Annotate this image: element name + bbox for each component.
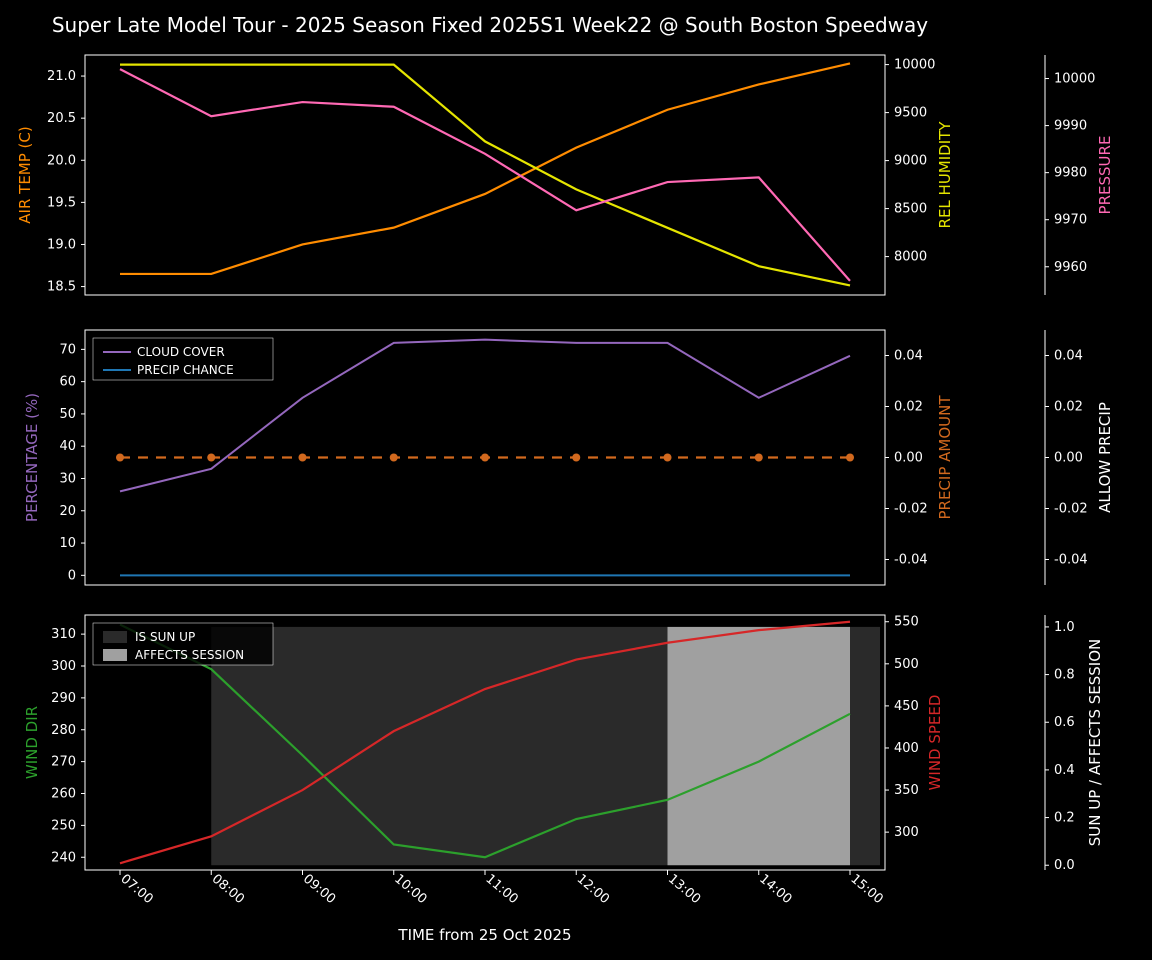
svg-text:450: 450 xyxy=(894,699,919,714)
svg-text:250: 250 xyxy=(51,818,76,833)
svg-text:50: 50 xyxy=(59,407,76,422)
svg-text:310: 310 xyxy=(51,627,76,642)
svg-text:270: 270 xyxy=(51,755,76,770)
svg-text:400: 400 xyxy=(894,741,919,756)
svg-text:19.5: 19.5 xyxy=(47,195,76,210)
svg-text:500: 500 xyxy=(894,657,919,672)
svg-text:0: 0 xyxy=(68,568,76,583)
svg-text:0.4: 0.4 xyxy=(1054,763,1075,778)
svg-text:9000: 9000 xyxy=(894,154,927,169)
svg-text:240: 240 xyxy=(51,850,76,865)
svg-text:REL HUMIDITY: REL HUMIDITY xyxy=(936,121,954,229)
svg-text:10000: 10000 xyxy=(1054,72,1095,87)
svg-text:550: 550 xyxy=(894,615,919,630)
x-tick-label: 12:00 xyxy=(574,872,612,908)
x-axis-label: TIME from 25 Oct 2025 xyxy=(397,926,571,944)
svg-text:CLOUD COVER: CLOUD COVER xyxy=(137,345,225,359)
svg-text:-0.04: -0.04 xyxy=(894,553,928,568)
svg-text:30: 30 xyxy=(59,471,76,486)
svg-text:8000: 8000 xyxy=(894,250,927,265)
svg-text:WIND DIR: WIND DIR xyxy=(23,706,41,779)
svg-text:0.8: 0.8 xyxy=(1054,668,1075,683)
svg-text:40: 40 xyxy=(59,439,76,454)
svg-text:-0.04: -0.04 xyxy=(1054,553,1088,568)
svg-text:9990: 9990 xyxy=(1054,119,1087,134)
x-tick-label: 08:00 xyxy=(209,872,247,908)
x-tick-label: 11:00 xyxy=(482,872,520,908)
svg-text:AIR TEMP (C): AIR TEMP (C) xyxy=(16,126,34,223)
svg-text:290: 290 xyxy=(51,691,76,706)
svg-text:0.00: 0.00 xyxy=(894,451,923,466)
svg-text:9980: 9980 xyxy=(1054,166,1087,181)
svg-text:18.5: 18.5 xyxy=(47,280,76,295)
svg-text:21.0: 21.0 xyxy=(47,69,76,84)
svg-text:PRECIP CHANCE: PRECIP CHANCE xyxy=(137,363,234,377)
svg-text:20.0: 20.0 xyxy=(47,153,76,168)
x-tick-label: 13:00 xyxy=(665,872,703,908)
svg-text:-0.02: -0.02 xyxy=(1054,502,1088,517)
svg-text:60: 60 xyxy=(59,375,76,390)
svg-text:1.0: 1.0 xyxy=(1054,620,1075,635)
svg-text:WIND SPEED: WIND SPEED xyxy=(926,695,944,791)
svg-text:9500: 9500 xyxy=(894,106,927,121)
svg-text:0.2: 0.2 xyxy=(1054,811,1075,826)
svg-text:PRECIP AMOUNT: PRECIP AMOUNT xyxy=(936,395,954,520)
svg-text:ALLOW PRECIP: ALLOW PRECIP xyxy=(1096,402,1114,513)
svg-text:20: 20 xyxy=(59,504,76,519)
x-tick-label: 09:00 xyxy=(300,872,338,908)
svg-text:350: 350 xyxy=(894,783,919,798)
svg-text:0.02: 0.02 xyxy=(894,400,923,415)
svg-text:280: 280 xyxy=(51,723,76,738)
panel3-legend: IS SUN UP AFFECTS SESSION xyxy=(93,623,273,665)
x-tick-label: 14:00 xyxy=(756,872,794,908)
panel-1 xyxy=(120,63,850,285)
svg-text:0.02: 0.02 xyxy=(1054,400,1083,415)
svg-text:300: 300 xyxy=(894,825,919,840)
svg-text:300: 300 xyxy=(51,659,76,674)
chart-title: Super Late Model Tour - 2025 Season Fixe… xyxy=(52,13,928,37)
svg-text:AFFECTS SESSION: AFFECTS SESSION xyxy=(135,648,244,662)
x-tick-label: 10:00 xyxy=(391,872,429,908)
svg-text:70: 70 xyxy=(59,342,76,357)
svg-text:0.04: 0.04 xyxy=(894,349,923,364)
svg-text:PRESSURE: PRESSURE xyxy=(1096,136,1114,215)
svg-text:PERCENTAGE (%): PERCENTAGE (%) xyxy=(23,393,41,522)
svg-text:0.04: 0.04 xyxy=(1054,349,1083,364)
panel2-legend: CLOUD COVER PRECIP CHANCE xyxy=(93,338,273,380)
svg-text:0.0: 0.0 xyxy=(1054,858,1075,873)
svg-text:-0.02: -0.02 xyxy=(894,502,928,517)
svg-text:0.00: 0.00 xyxy=(1054,451,1083,466)
svg-text:9960: 9960 xyxy=(1054,260,1087,275)
svg-text:260: 260 xyxy=(51,787,76,802)
x-tick-label: 07:00 xyxy=(117,872,155,908)
svg-text:9970: 9970 xyxy=(1054,213,1087,228)
x-tick-label: 15:00 xyxy=(847,872,885,908)
svg-text:IS SUN UP: IS SUN UP xyxy=(135,630,195,644)
svg-text:10: 10 xyxy=(59,536,76,551)
svg-text:8500: 8500 xyxy=(894,202,927,217)
svg-text:19.0: 19.0 xyxy=(47,237,76,252)
svg-text:SUN UP / AFFECTS SESSION: SUN UP / AFFECTS SESSION xyxy=(1086,639,1104,847)
svg-text:0.6: 0.6 xyxy=(1054,715,1075,730)
svg-text:20.5: 20.5 xyxy=(47,111,76,126)
svg-text:10000: 10000 xyxy=(894,58,935,73)
